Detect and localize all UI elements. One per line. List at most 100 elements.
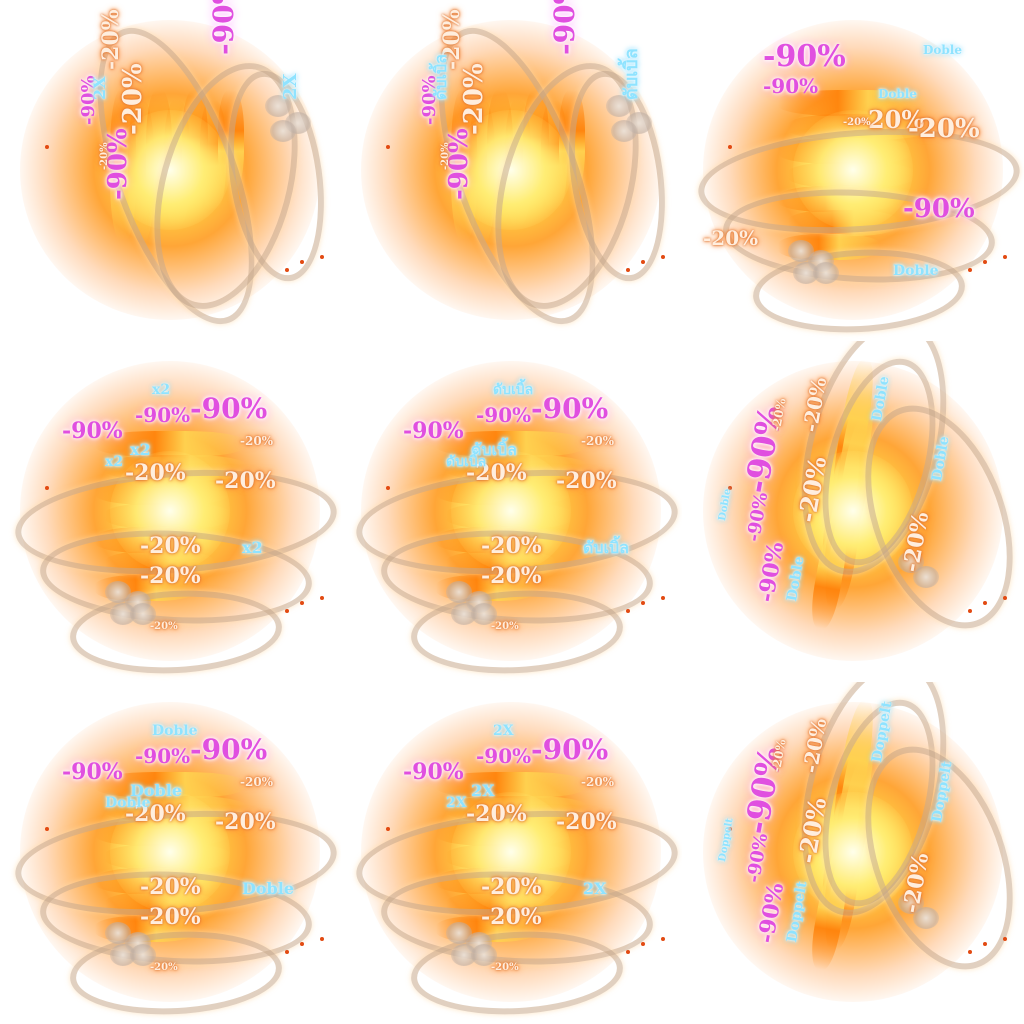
discount-20-label: -20% (843, 117, 871, 128)
ember-particle (320, 937, 324, 941)
ember-particle (45, 145, 49, 149)
double-label: Doble (152, 723, 198, 739)
discount-90-label: -90% (763, 74, 819, 98)
discount-20-label: -20% (703, 226, 759, 250)
smoke-puff (471, 603, 497, 625)
double-label: Doble (242, 879, 294, 898)
ember-particle (968, 268, 972, 272)
fire-core (110, 110, 230, 230)
ember-particle (983, 601, 987, 605)
discount-90-label: -90% (62, 418, 123, 444)
double-label: ดับเบิ้ล (583, 538, 629, 557)
ember-particle (45, 486, 49, 490)
fire-core (110, 792, 230, 912)
smoke-puff (446, 581, 472, 603)
discount-20-label: -20% (481, 563, 542, 589)
discount-20-label: -20% (459, 63, 489, 135)
smoke-puff (788, 240, 814, 262)
discount-20-label: -20% (150, 621, 178, 632)
discount-90-label: -90% (476, 744, 532, 768)
discount-20-label: -20% (125, 460, 186, 486)
discount-90-label: -90% (135, 744, 191, 768)
double-label: 2X (280, 73, 301, 101)
discount-20-label: -20% (140, 904, 201, 930)
discount-20-label: -20% (240, 434, 274, 448)
double-label: 2X (446, 795, 467, 811)
discount-20-label: -20% (125, 801, 186, 827)
ember-particle (661, 255, 665, 259)
fire-core (110, 451, 230, 571)
ember-particle (300, 601, 304, 605)
double-label: ดับเบิ้ล (621, 48, 642, 100)
discount-90-label: -90% (403, 418, 464, 444)
fire-core (451, 451, 571, 571)
discount-90-label: -90% (548, 0, 581, 55)
discount-20-label: -20% (556, 809, 617, 835)
ember-particle (1003, 596, 1007, 600)
effect-frame-6: -90% -90% -90% -20% -20% -20% -20% Doble Doble Do… (683, 341, 1024, 682)
double-label: Doble (893, 263, 939, 279)
effect-frame-4: -90% -90% -90% -20% -20% -20% -20% -20% -20% x2 x2… (0, 341, 341, 682)
effect-frame-3: -90% -90% -90% -20% -20% -20% -20% Doble Doble Do… (683, 0, 1024, 341)
discount-90-label: -90% (531, 733, 609, 766)
ember-particle (641, 942, 645, 946)
ember-particle (386, 827, 390, 831)
double-label: x2 (242, 538, 263, 557)
ember-particle (320, 255, 324, 259)
double-label: ดับเบิ้ล (471, 440, 517, 459)
discount-20-label: -20% (581, 775, 615, 789)
fire-core (793, 792, 913, 912)
discount-20-label: -20% (140, 874, 201, 900)
smoke-puff (471, 944, 497, 966)
effect-frame-7: -90% -90% -90% -20% -20% -20% -20% -20% -20% Dobl… (0, 682, 341, 1023)
effect-frame-5: -90% -90% -90% -20% -20% -20% -20% -20% -20% ดับเ… (341, 341, 682, 682)
ember-particle (300, 942, 304, 946)
discount-90-label: -90% (190, 733, 268, 766)
double-label: 2X (493, 723, 514, 739)
smoke-puff (793, 262, 819, 284)
discount-20-label: -20% (215, 809, 276, 835)
discount-20-label: -20% (491, 962, 519, 973)
double-label: ดับเบิ้ล (446, 454, 487, 470)
ember-particle (728, 827, 732, 831)
discount-20-label: -20% (440, 142, 451, 170)
discount-20-label: -20% (466, 801, 527, 827)
discount-90-label: -90% (763, 39, 846, 74)
ember-particle (728, 486, 732, 490)
double-label: Doble (105, 795, 151, 811)
double-label: ดับเบิ้ล (493, 382, 534, 398)
discount-20-label: -20% (581, 434, 615, 448)
ember-particle (626, 268, 630, 272)
ember-particle (641, 260, 645, 264)
discount-90-label: -90% (135, 403, 191, 427)
smoke-puff (270, 120, 296, 142)
discount-20-label: -20% (150, 962, 178, 973)
discount-20-label: -20% (99, 142, 110, 170)
discount-20-label: -20% (466, 460, 527, 486)
double-label: Doble (878, 87, 917, 101)
ember-particle (386, 486, 390, 490)
discount-20-label: -20% (240, 775, 274, 789)
double-label: 2X (90, 76, 109, 100)
effect-frame-9: -90% -90% -90% -20% -20% -20% -20% Doppelt Doppe… (683, 682, 1024, 1023)
discount-20-label: -20% (491, 621, 519, 632)
smoke-puff (105, 922, 131, 944)
double-label: Doble (923, 43, 962, 57)
smoke-puff (451, 944, 477, 966)
ember-particle (285, 268, 289, 272)
ember-particle (1003, 255, 1007, 259)
smoke-puff (265, 95, 291, 117)
double-label: x2 (130, 440, 151, 459)
smoke-puff (813, 262, 839, 284)
discount-20-label: -20% (140, 563, 201, 589)
ember-particle (983, 942, 987, 946)
ember-particle (968, 950, 972, 954)
effect-frame-8: -90% -90% -90% -20% -20% -20% -20% -20% -20% 2X 2X… (341, 682, 682, 1023)
ember-particle (661, 937, 665, 941)
discount-90-label: -90% (903, 194, 975, 224)
discount-90-label: -90% (403, 759, 464, 785)
ember-particle (300, 260, 304, 264)
double-label: ดับเบิ้ล (431, 54, 450, 100)
ember-particle (386, 145, 390, 149)
